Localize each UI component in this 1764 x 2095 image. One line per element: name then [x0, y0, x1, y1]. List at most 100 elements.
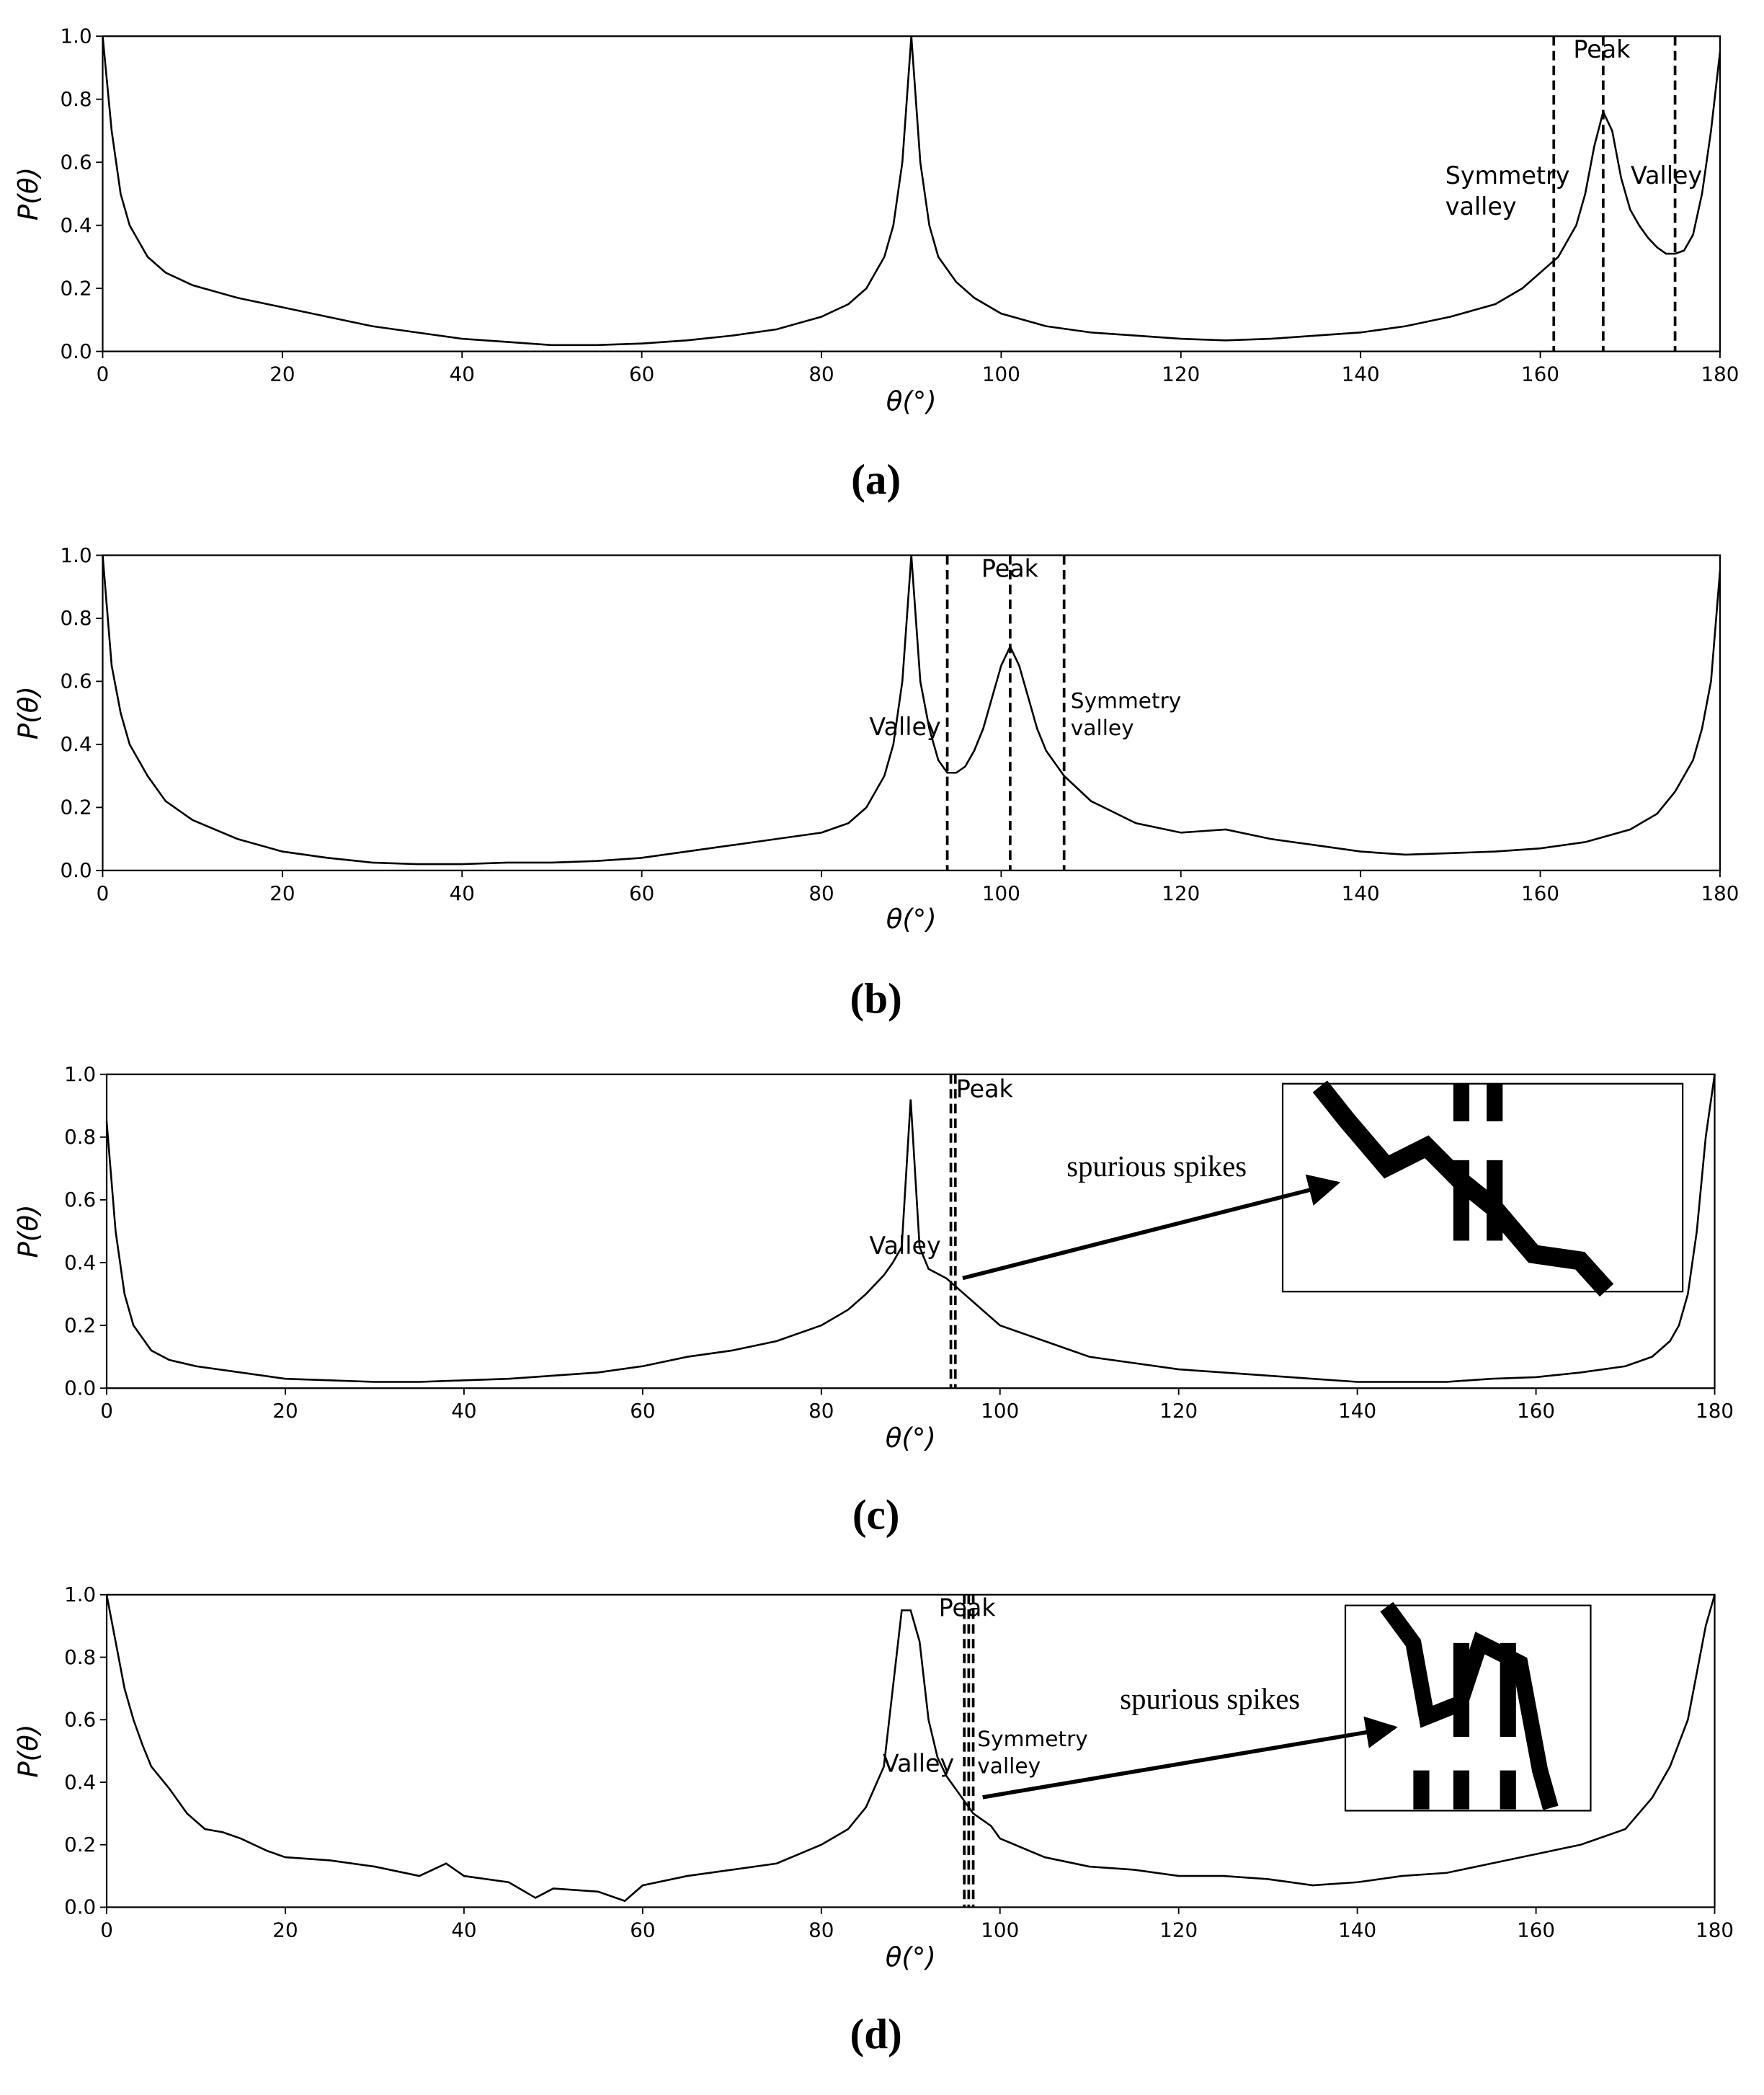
annotation: Symmetry	[977, 1727, 1087, 1752]
annotation: spurious spikes	[1120, 1683, 1300, 1715]
y-tick-label: 0.0	[61, 858, 92, 882]
x-tick-label: 180	[1701, 881, 1739, 905]
x-tick-label: 80	[808, 1918, 834, 1941]
x-tick-label: 80	[808, 1399, 834, 1423]
annotation: Peak	[956, 1075, 1014, 1103]
annotation: spurious spikes	[1066, 1150, 1247, 1183]
x-tick-label: 120	[1159, 1918, 1198, 1941]
data-line	[105, 1074, 1716, 1383]
y-tick-label: 0.2	[61, 276, 92, 300]
plot-frame	[105, 1073, 1716, 1389]
chart-panel: 0 20 40 60 80 100 120 140 160 180 0.0 0.2 0.4 0.6 0.8 1…	[13, 543, 1740, 1022]
x-tick-label: 20	[270, 362, 295, 386]
x-tick-label: 60	[630, 1918, 655, 1941]
x-axis-label: θ(°)	[886, 904, 937, 935]
caption: (a)	[851, 455, 901, 503]
y-axis-label: P(θ)	[13, 1725, 44, 1778]
x-tick-label: 180	[1696, 1918, 1734, 1941]
x-tick-label: 80	[808, 881, 834, 905]
x-tick-label: 140	[1338, 1918, 1376, 1941]
y-tick-label: 0.6	[61, 670, 92, 693]
y-tick-label: 0.8	[61, 87, 92, 111]
chart-panel: 0 20 40 60 80 100 120 140 160 180 0.0 0.2 0.4 0.6 0.8 1…	[13, 1583, 1734, 2058]
data-line	[105, 1594, 1716, 1903]
x-tick-label: 40	[451, 1399, 476, 1423]
x-tick-label: 180	[1701, 362, 1739, 386]
y-tick-label: 0.4	[61, 213, 92, 237]
y-tick-label: 0.6	[61, 150, 92, 174]
x-tick-label: 120	[1159, 1399, 1198, 1423]
y-axis-label: P(θ)	[13, 1204, 44, 1258]
x-tick-label: 60	[630, 1399, 655, 1423]
x-tick-label: 60	[629, 881, 654, 905]
x-tick-label: 140	[1342, 881, 1380, 905]
y-tick-label: 0.6	[64, 1188, 96, 1211]
annotation: Valley	[883, 1749, 954, 1777]
x-axis-label: θ(°)	[886, 1941, 936, 1972]
x-tick-label: 160	[1517, 1399, 1555, 1423]
y-tick-label: 0.4	[64, 1250, 96, 1274]
annotation: Peak	[1573, 35, 1631, 63]
caption: (d)	[850, 2010, 901, 2058]
annotation: Valley	[869, 1232, 940, 1260]
plot-frame	[102, 554, 1721, 871]
annotation: valley	[977, 1753, 1041, 1779]
y-tick-label: 0.8	[61, 606, 92, 630]
x-tick-label: 60	[629, 362, 654, 386]
data-line	[102, 555, 1721, 866]
x-tick-label: 160	[1521, 362, 1559, 386]
y-tick-label: 0.6	[64, 1708, 96, 1732]
annotation: valley	[1446, 192, 1517, 221]
annotation: Peak	[981, 554, 1039, 582]
annotation: valley	[1071, 716, 1134, 741]
x-tick-label: 40	[451, 1918, 476, 1941]
y-tick-label: 1.0	[64, 1062, 96, 1086]
x-tick-label: 100	[982, 881, 1020, 905]
x-tick-label: 20	[272, 1399, 298, 1423]
y-tick-label: 1.0	[61, 543, 92, 567]
data-line	[102, 36, 1721, 347]
chart-panel: 0 20 40 60 80 100 120 140 160 180 0.0 0.2 0.4 0.6 0.8 1…	[13, 1062, 1734, 1539]
x-tick-label: 40	[450, 362, 475, 386]
x-tick-label: 100	[982, 362, 1020, 386]
x-tick-label: 80	[808, 362, 834, 386]
x-tick-label: 160	[1521, 881, 1559, 905]
x-tick-label: 0	[97, 881, 110, 905]
plot-frame	[105, 1593, 1716, 1908]
annotation: Peak	[939, 1594, 997, 1622]
chart-panel: 0 20 40 60 80 100 120 140 160 180 0.0 0.2 0.4 0.6 0.8 1…	[13, 24, 1740, 502]
x-tick-label: 120	[1162, 362, 1200, 386]
x-tick-label: 160	[1517, 1918, 1555, 1941]
y-tick-label: 0.0	[64, 1895, 96, 1919]
x-tick-label: 0	[100, 1918, 113, 1941]
x-tick-label: 120	[1162, 881, 1200, 905]
y-tick-label: 0.2	[64, 1313, 96, 1337]
y-tick-label: 1.0	[64, 1583, 96, 1606]
x-tick-label: 180	[1696, 1399, 1734, 1423]
x-axis-label: θ(°)	[886, 1423, 936, 1454]
y-tick-label: 0.0	[61, 339, 92, 363]
x-tick-label: 100	[981, 1399, 1019, 1423]
annotation: Symmetry	[1071, 689, 1181, 714]
plot-frame	[102, 35, 1721, 352]
y-tick-label: 0.2	[64, 1833, 96, 1856]
y-axis-label: P(θ)	[13, 167, 44, 221]
caption: (b)	[850, 974, 901, 1022]
x-tick-label: 40	[450, 881, 475, 905]
y-tick-label: 0.2	[61, 796, 92, 819]
x-tick-label: 20	[272, 1918, 298, 1941]
x-tick-label: 0	[97, 362, 110, 386]
inset-c	[962, 1080, 1684, 1297]
annotation: Valley	[1631, 161, 1702, 190]
annotation: Valley	[869, 713, 940, 741]
x-tick-label: 140	[1338, 1399, 1376, 1423]
annotation: Symmetry	[1446, 161, 1570, 190]
y-tick-label: 0.8	[64, 1645, 96, 1669]
x-tick-label: 140	[1342, 362, 1380, 386]
x-tick-label: 20	[270, 881, 295, 905]
y-axis-label: P(θ)	[13, 686, 44, 739]
y-tick-label: 0.4	[64, 1770, 96, 1794]
y-tick-label: 1.0	[61, 24, 92, 48]
